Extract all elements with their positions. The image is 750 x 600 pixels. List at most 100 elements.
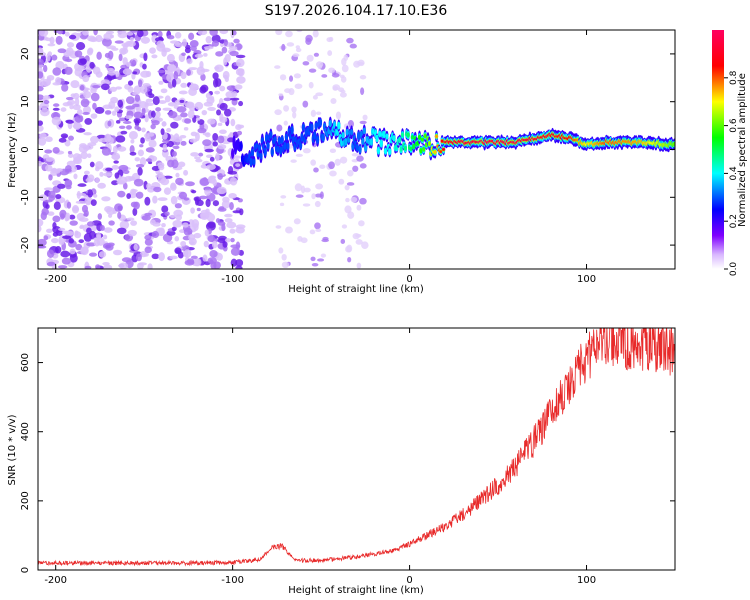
noise-blob — [302, 100, 309, 108]
noise-blob — [179, 135, 187, 139]
noise-blob — [200, 209, 209, 216]
noise-blob — [115, 86, 123, 90]
noise-blob — [98, 251, 107, 258]
noise-blob — [85, 200, 91, 206]
noise-blob — [319, 164, 326, 169]
noise-blob — [212, 178, 217, 186]
noise-blob — [311, 193, 316, 200]
noise-blob — [132, 207, 138, 216]
noise-blob — [103, 264, 113, 269]
noise-blob — [274, 65, 281, 69]
noise-blob — [175, 177, 184, 186]
noise-blob — [125, 96, 135, 105]
noise-blob — [55, 168, 61, 174]
noise-blob — [145, 70, 152, 78]
noise-blob — [106, 207, 116, 215]
noise-blob — [116, 227, 127, 235]
noise-blob — [233, 38, 240, 44]
noise-blob — [211, 240, 218, 249]
noise-blob — [182, 38, 187, 47]
noise-blob — [215, 152, 220, 162]
noise-blob — [65, 47, 74, 56]
noise-blob — [72, 92, 80, 100]
signal-ridge-cell — [375, 135, 379, 142]
noise-blob — [145, 158, 152, 163]
colorbar-tick-label: 0.0 — [729, 262, 739, 277]
noise-blob — [172, 151, 177, 157]
noise-blob — [120, 49, 127, 55]
noise-blob — [87, 153, 92, 159]
noise-blob — [283, 120, 288, 126]
noise-blob — [132, 71, 138, 75]
noise-blob — [99, 225, 105, 231]
noise-blob — [126, 217, 135, 221]
noise-blob — [161, 205, 169, 213]
noise-blob — [329, 170, 337, 177]
noise-blob — [52, 215, 61, 223]
signal-ridge-cell — [266, 141, 270, 150]
noise-blob — [68, 135, 74, 141]
noise-blob — [60, 213, 65, 220]
noise-blob — [103, 227, 113, 233]
noise-blob — [187, 230, 192, 235]
noise-blob — [100, 83, 110, 91]
noise-blob — [38, 225, 42, 233]
noise-blob — [223, 108, 232, 117]
noise-blob — [74, 97, 80, 107]
noise-blob — [44, 149, 53, 154]
signal-ridge-cell — [310, 123, 314, 132]
noise-blob — [134, 94, 141, 102]
noise-blob — [73, 157, 80, 164]
noise-blob — [108, 220, 115, 226]
noise-blob — [340, 238, 346, 245]
noise-blob — [212, 141, 218, 147]
noise-blob — [126, 40, 136, 47]
noise-blob — [302, 203, 311, 207]
noise-blob — [229, 97, 240, 101]
noise-blob — [321, 74, 328, 78]
signal-ridge-cell — [672, 142, 675, 146]
noise-blob — [292, 111, 297, 119]
noise-blob — [170, 121, 179, 129]
noise-blob — [127, 229, 137, 237]
noise-blob — [215, 51, 224, 57]
snr-xlabel: Height of straight line (km) — [288, 585, 424, 596]
signal-ridge-cell — [439, 150, 443, 154]
noise-blob — [359, 120, 367, 125]
noise-blob — [281, 43, 286, 52]
signal-ridge-cell — [358, 145, 362, 154]
noise-blob — [80, 98, 90, 108]
noise-blob — [191, 219, 200, 229]
noise-blob — [229, 228, 236, 234]
signal-ridge-cell — [398, 137, 402, 143]
noise-blob — [69, 220, 78, 226]
noise-blob — [45, 204, 50, 210]
signal-ridge-cell — [277, 136, 281, 146]
noise-blob — [183, 249, 192, 258]
noise-blob — [147, 91, 153, 96]
noise-blob — [38, 58, 44, 66]
noise-blob — [190, 207, 195, 214]
noise-blob — [167, 64, 177, 72]
noise-blob — [230, 118, 236, 127]
signal-ridge-cell — [369, 138, 373, 146]
noise-blob — [131, 189, 138, 193]
noise-blob — [152, 222, 161, 227]
noise-blob — [65, 58, 73, 63]
noise-blob — [173, 209, 184, 217]
noise-blob — [227, 170, 238, 175]
noise-blob — [311, 263, 319, 267]
colorbar: 0.0 0.2 0.4 0.6 0.8 Normalized spectral ampl… — [712, 30, 748, 276]
noise-blob — [212, 200, 220, 207]
noise-blob — [62, 235, 72, 239]
noise-blob — [207, 106, 216, 111]
noise-blob — [226, 85, 237, 91]
noise-blob — [137, 167, 143, 176]
noise-blob — [202, 139, 212, 147]
noise-blob — [160, 128, 165, 136]
noise-blob — [174, 203, 182, 209]
noise-blob — [157, 197, 168, 201]
signal-ridge-cell — [399, 146, 403, 152]
noise-blob — [196, 207, 201, 212]
